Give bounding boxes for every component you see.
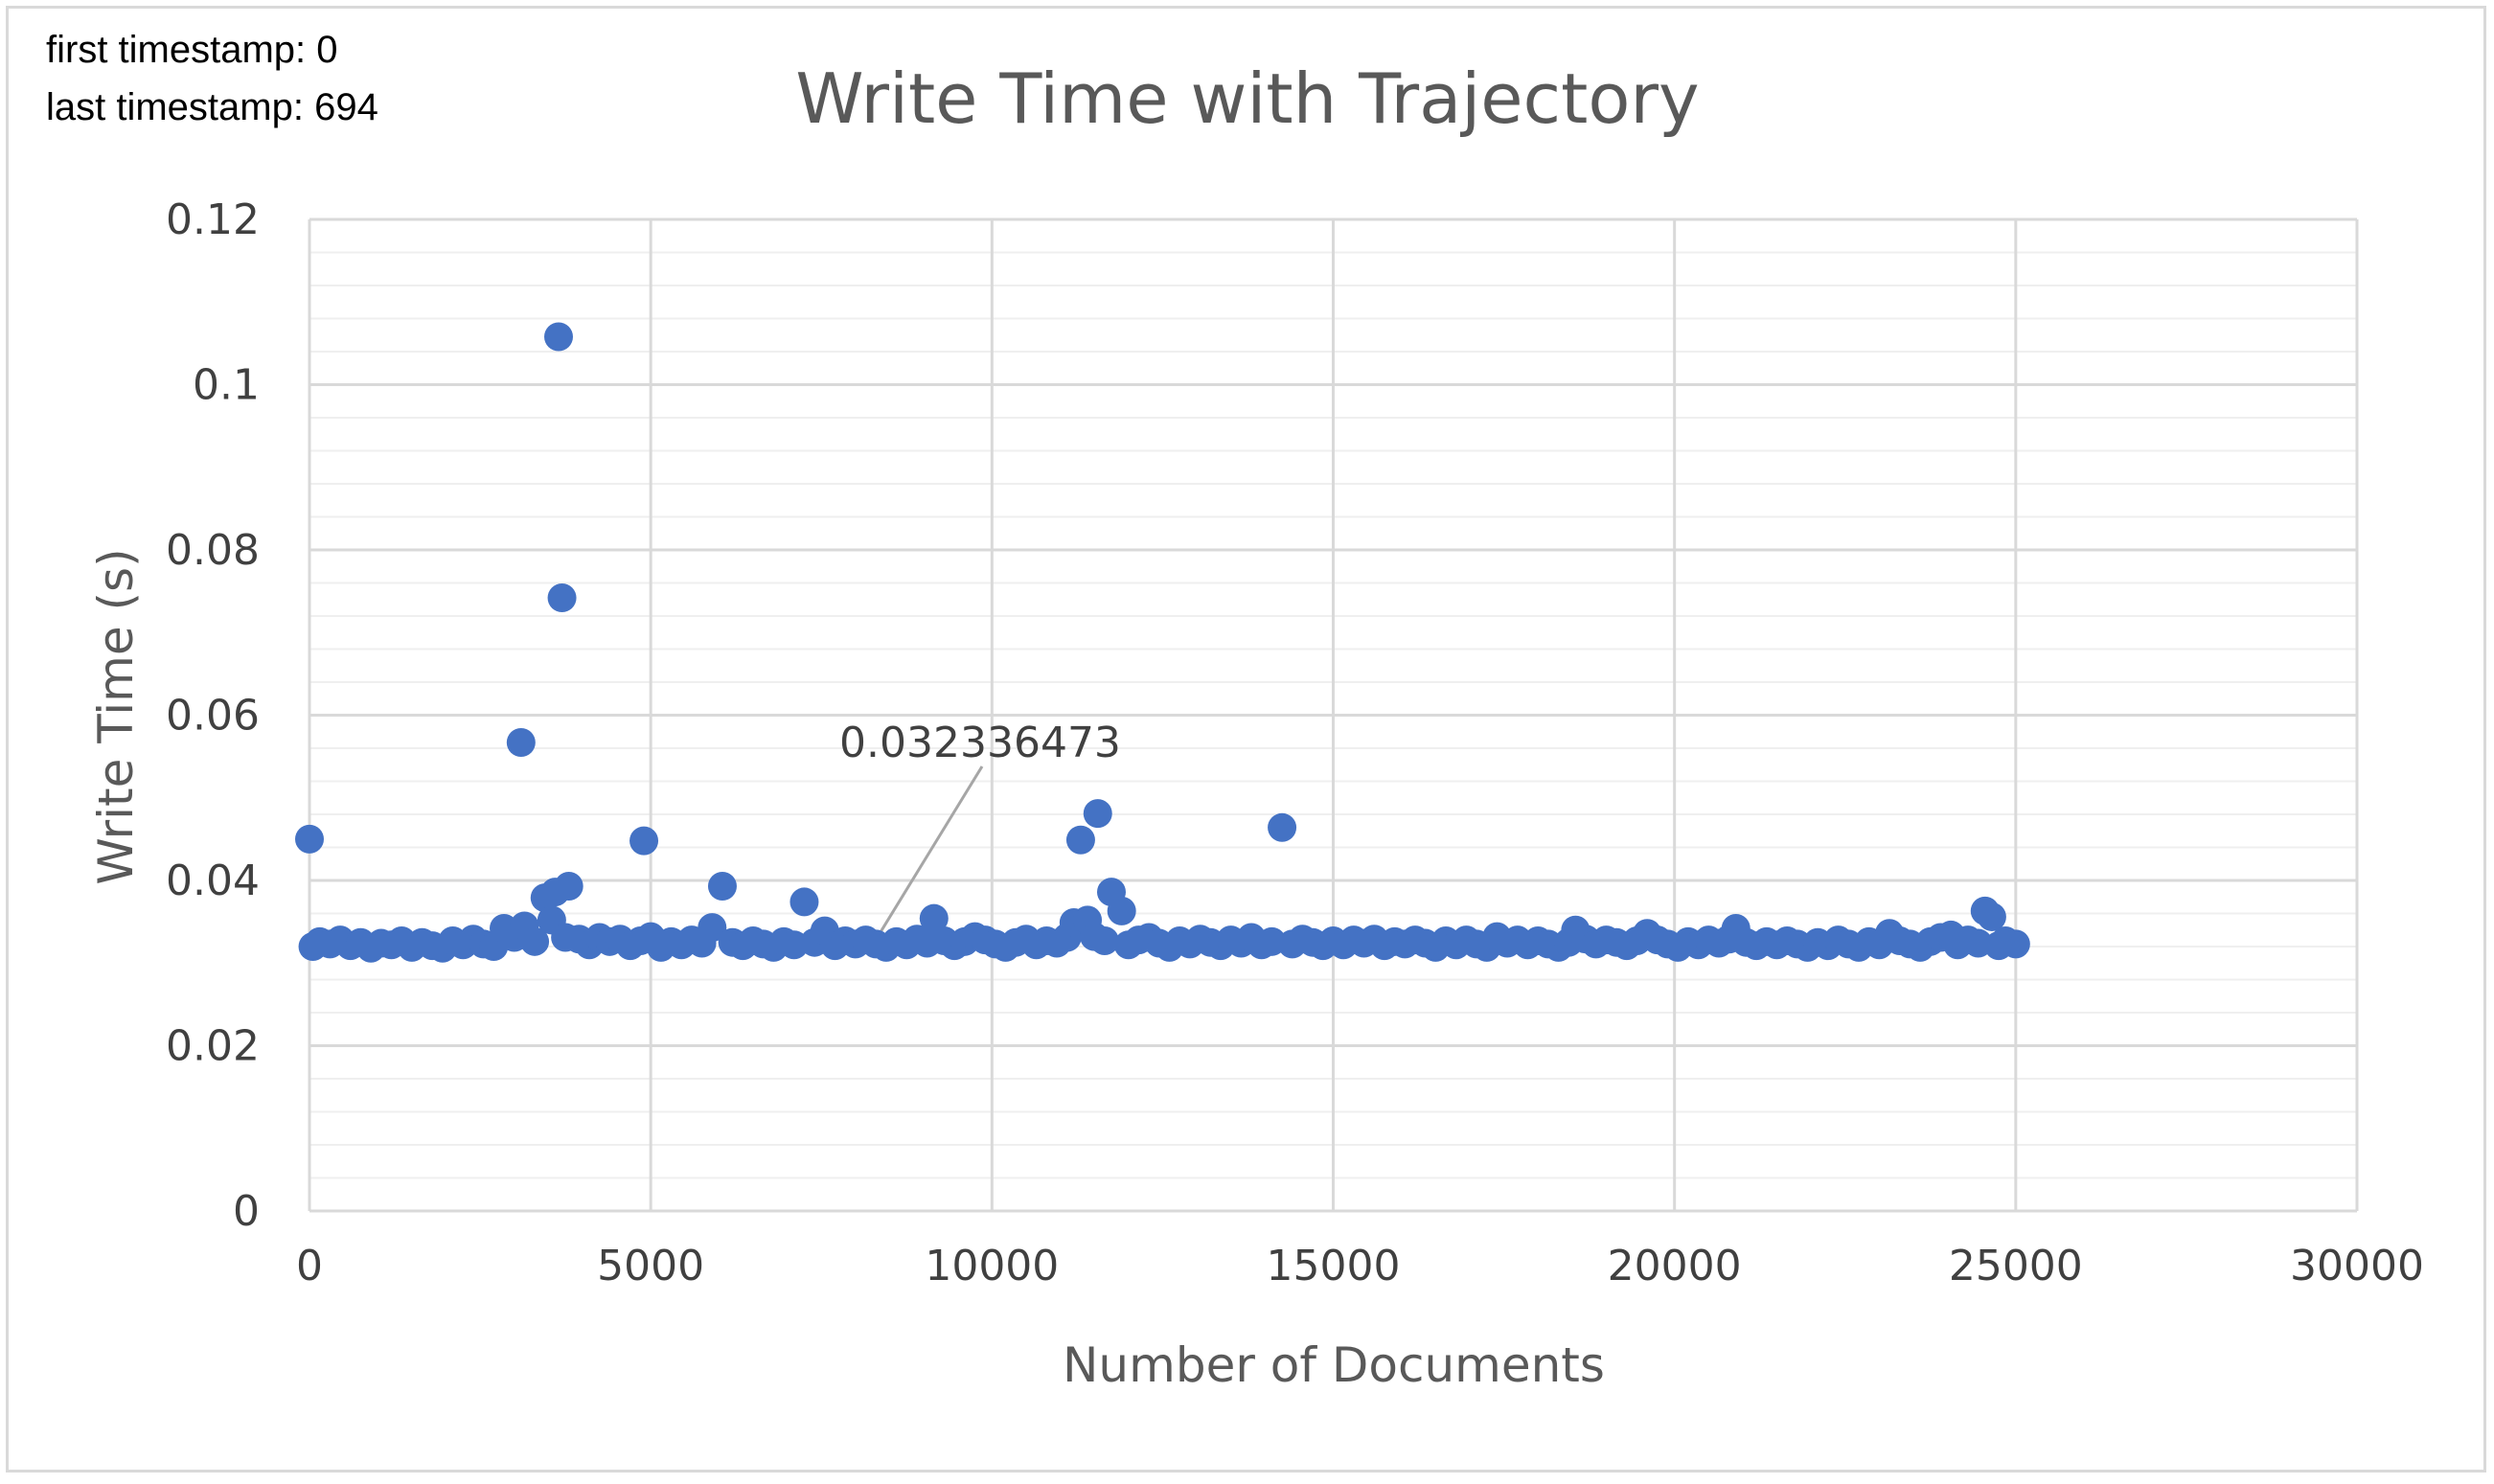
annotation-label: 0.032336473 [839, 719, 1121, 767]
annotation-leader-line [876, 765, 984, 938]
data-point [629, 826, 659, 856]
y-axis-ticks: 0 0.02 0.04 0.06 0.08 0.1 0.12 [166, 195, 260, 1236]
data-point [698, 913, 727, 943]
data-point [1089, 925, 1119, 955]
data-point [506, 727, 536, 757]
y-tick-label: 0 [233, 1187, 260, 1236]
data-point [1065, 825, 1095, 855]
data-point [295, 824, 324, 854]
first-timestamp-note: first timestamp: 0 [46, 29, 338, 71]
data-point [789, 887, 819, 917]
data-point [1107, 896, 1136, 925]
data-point [919, 903, 949, 933]
y-tick-label: 0.1 [193, 361, 260, 410]
data-point [544, 322, 574, 352]
last-timestamp-note: last timestamp: 694 [46, 86, 378, 128]
data-point [547, 583, 577, 613]
y-tick-label: 0.02 [166, 1022, 260, 1071]
data-point [2001, 929, 2030, 959]
y-axis-label: Write Time (s) [88, 548, 144, 884]
y-tick-label: 0.06 [166, 692, 260, 741]
annotation: 0.032336473 [839, 719, 1121, 938]
x-tick-label: 5000 [597, 1242, 704, 1290]
data-point [1977, 902, 2006, 931]
data-point [1083, 799, 1112, 829]
x-axis-label: Number of Documents [1063, 1337, 1605, 1393]
data-point [520, 926, 550, 956]
x-tick-label: 20000 [1608, 1242, 1742, 1290]
chart-title: Write Time with Trajectory [795, 58, 1699, 139]
y-tick-label: 0.08 [166, 526, 260, 575]
data-point [707, 872, 737, 902]
x-tick-label: 30000 [2290, 1242, 2424, 1290]
y-tick-label: 0.12 [166, 195, 260, 244]
x-tick-label: 25000 [1949, 1242, 2083, 1290]
chart-frame [6, 6, 2486, 1473]
grid [308, 217, 2359, 1213]
y-tick-label: 0.04 [166, 856, 260, 905]
data-point [554, 872, 583, 902]
x-tick-label: 10000 [925, 1242, 1059, 1290]
x-axis-ticks: 0 5000 10000 15000 20000 25000 30000 [296, 1242, 2424, 1290]
x-tick-label: 0 [296, 1242, 323, 1290]
data-points [295, 322, 2030, 963]
x-tick-label: 15000 [1267, 1242, 1401, 1290]
data-point [1268, 812, 1297, 842]
